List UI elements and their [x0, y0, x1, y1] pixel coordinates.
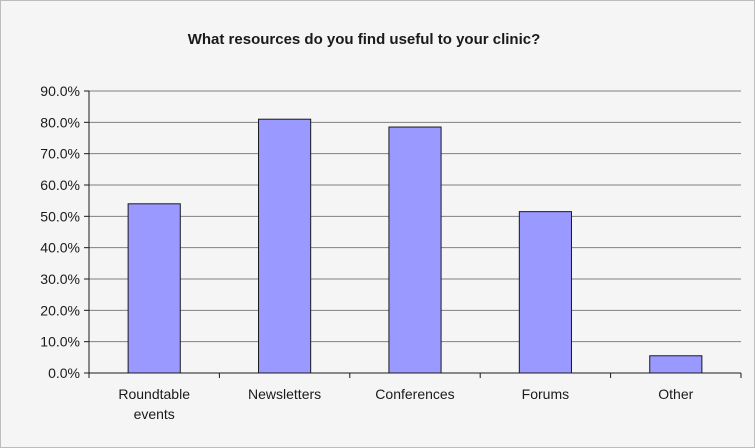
- y-tick-label: 30.0%: [40, 271, 80, 287]
- chart-title: What resources do you find useful to you…: [188, 31, 541, 48]
- category-label: Conferences: [375, 386, 454, 402]
- bar: [518, 211, 572, 374]
- y-tick-label: 20.0%: [40, 302, 80, 318]
- category-label: Other: [658, 386, 693, 402]
- y-tick-label: 10.0%: [40, 334, 80, 350]
- category-label: Forums: [522, 386, 569, 402]
- category-label: Newsletters: [248, 386, 321, 402]
- y-tick-label: 40.0%: [40, 240, 80, 256]
- y-tick-label: 60.0%: [40, 177, 80, 193]
- bar: [388, 126, 442, 374]
- y-tick-label: 90.0%: [40, 83, 80, 99]
- bar: [649, 355, 703, 374]
- y-tick-label: 80.0%: [40, 114, 80, 130]
- y-tick-label: 0.0%: [48, 365, 80, 381]
- y-tick-labels: 0.0% 10.0% 20.0% 30.0% 40.0% 50.0% 60.0% 70.0% 8…: [40, 83, 80, 381]
- bar: [127, 203, 181, 374]
- y-tick-label: 70.0%: [40, 146, 80, 162]
- category-label: Roundtable events: [118, 386, 190, 422]
- x-category-labels: Roundtable events Newsletters Conferences Fo…: [118, 386, 693, 422]
- axes: [84, 90, 742, 378]
- bar: [258, 118, 312, 374]
- bars: [127, 118, 703, 374]
- y-tick-label: 50.0%: [40, 208, 80, 224]
